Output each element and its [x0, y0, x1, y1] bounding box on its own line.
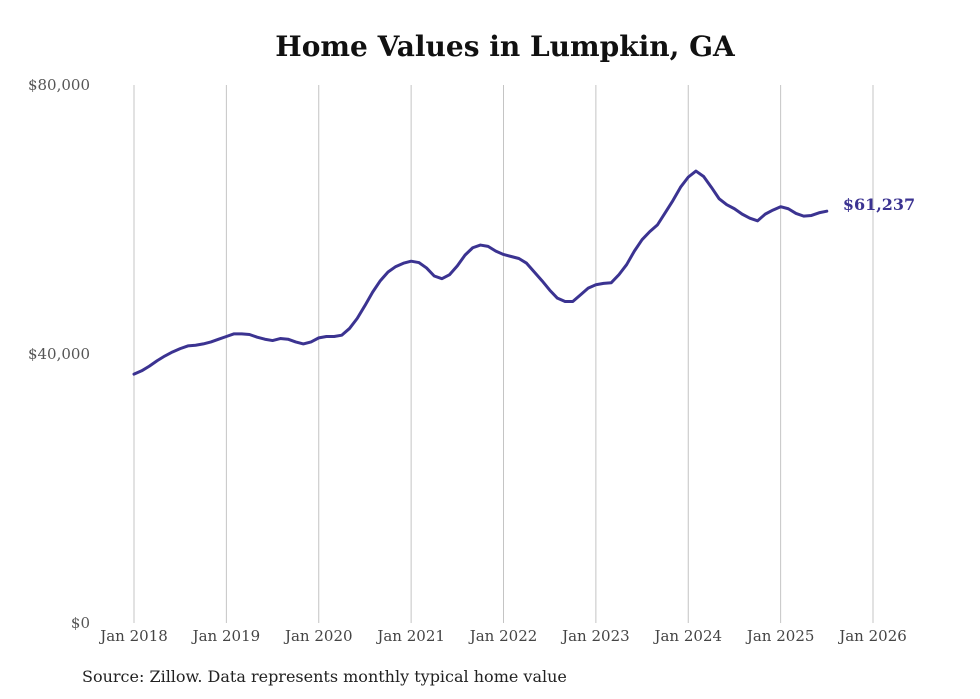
x-axis: Jan 2018 Jan 2019 Jan 2020 Jan 2021 Jan 2022…: [98, 627, 907, 645]
series-line: [132, 169, 829, 376]
y-axis: $0 $40,000 $80,000: [28, 76, 90, 632]
x-tick-label: Jan 2020: [283, 627, 353, 645]
end-value-label: $61,237: [843, 195, 915, 214]
grid-lines: [133, 85, 874, 623]
source-note: Source: Zillow. Data represents monthly …: [82, 667, 567, 686]
x-tick-label: Jan 2022: [468, 627, 538, 645]
x-tick-label: Jan 2024: [652, 627, 722, 645]
x-tick-label: Jan 2018: [98, 627, 168, 645]
y-tick-label: $40,000: [28, 345, 90, 363]
series-group: $61,237: [132, 169, 915, 376]
x-tick-label: Jan 2026: [837, 627, 907, 645]
x-tick-label: Jan 2019: [191, 627, 261, 645]
chart-title: Home Values in Lumpkin, GA: [275, 30, 735, 63]
x-tick-label: Jan 2023: [560, 627, 630, 645]
y-tick-label: $80,000: [28, 76, 90, 94]
x-tick-label: Jan 2025: [745, 627, 815, 645]
y-tick-label: $0: [71, 614, 90, 632]
x-tick-label: Jan 2021: [375, 627, 445, 645]
